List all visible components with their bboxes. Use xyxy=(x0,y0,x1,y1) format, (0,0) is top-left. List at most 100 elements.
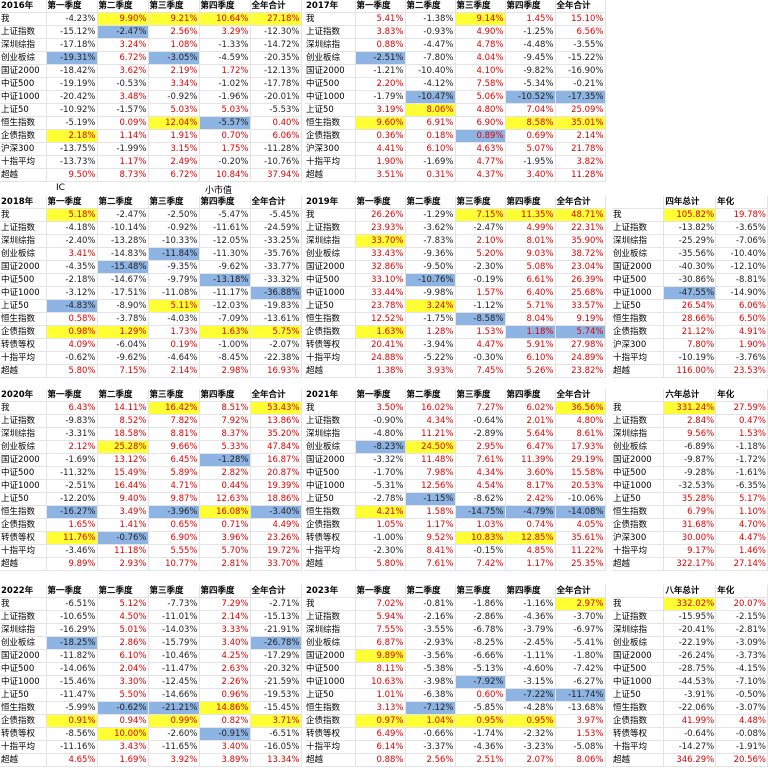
return-cell: 8.04% xyxy=(505,312,556,326)
table-row: 转债等权 11.76% -0.76% 6.90% 3.96% 23.26% xyxy=(0,531,302,545)
column-header: 全年合计 xyxy=(250,0,302,13)
return-cell: 22.31% xyxy=(555,221,606,235)
return-cell: -0.91% xyxy=(199,727,251,741)
return-cell: -13.18% xyxy=(199,273,251,287)
header-row: 2017年 第一季度 第二季度 第三季度 第四季度 全年合计 xyxy=(305,0,606,13)
return-cell: 1.57% xyxy=(455,286,506,300)
note-small-cap: 小市值 xyxy=(205,186,233,196)
return-cell: 6.40% xyxy=(505,286,556,300)
index-label: 国证2000 xyxy=(305,260,356,274)
return-cell: 4.25% xyxy=(199,649,251,663)
return-cell: -11.65% xyxy=(148,740,200,754)
return-cell: -6.38% xyxy=(405,688,456,702)
return-cell: 4.10% xyxy=(455,64,506,78)
return-cell: 5.08% xyxy=(505,260,556,274)
index-label: 十指平均 xyxy=(305,544,356,558)
return-cell: 4.90% xyxy=(455,25,506,39)
table-row: 上证指数 5.94% -2.16% -2.86% -4.36% -3.70% xyxy=(305,610,606,624)
table-row: 中证1000 10.63% -3.98% -7.92% -3.15% -6.27% xyxy=(305,675,606,689)
return-cell: -20.01% xyxy=(250,90,302,104)
return-cell: -9.98% xyxy=(405,286,456,300)
return-cell: -11.17% xyxy=(199,286,251,300)
return-cell: -10.46% xyxy=(148,649,200,663)
return-cell: 33.57% xyxy=(555,299,606,313)
return-cell: 0.88% xyxy=(355,753,406,767)
return-cell: 3.15% xyxy=(148,142,200,156)
return-cell: 3.13% xyxy=(355,701,406,715)
index-label: 深圳综指 xyxy=(612,234,665,248)
index-label: 深圳综指 xyxy=(305,38,356,52)
index-label: 我 xyxy=(0,597,47,611)
index-label: 中证500 xyxy=(305,662,356,676)
table-row: 创业板综 6.87% -2.93% -8.25% -2.45% -5.41% xyxy=(305,636,606,650)
table-row: 我 105.82% 19.78% xyxy=(612,208,768,222)
column-header: 第二季度 xyxy=(97,389,149,402)
table-row: 十指平均 -3.46% 11.18% 5.55% 5.70% 19.72% xyxy=(0,544,302,558)
index-label: 上证50 xyxy=(305,103,356,117)
return-cell: 4.85% xyxy=(505,544,556,558)
return-cell: -5.22% xyxy=(405,351,456,365)
table-row: 十指平均 -2.30% 8.41% -0.15% 4.85% 11.22% xyxy=(305,544,606,558)
return-cell: 4.54% xyxy=(455,479,506,493)
return-cell: -14.90% xyxy=(715,286,768,300)
index-label: 国证2000 xyxy=(305,649,356,663)
table-row: 超越 5.80% 7.61% 7.42% 1.17% 25.35% xyxy=(305,557,606,571)
return-cell: 1.29% xyxy=(97,325,149,339)
return-cell: -22.38% xyxy=(250,351,302,365)
return-cell: 3.40% xyxy=(505,168,556,182)
return-cell: 1.14% xyxy=(97,129,149,143)
return-cell: -4.15% xyxy=(715,662,768,676)
returns-table: 2021年 第一季度 第二季度 第三季度 第四季度 全年合计我 3.50% 16.02% 7.2… xyxy=(305,389,606,571)
return-cell: 20.53% xyxy=(555,479,606,493)
index-label: 企债指数 xyxy=(0,325,47,339)
table-row: 国证2000 -1.21% -10.40% 4.10% -9.82% -16.90% xyxy=(305,64,606,78)
return-cell: -1.86% xyxy=(455,597,506,611)
return-cell: -0.76% xyxy=(97,531,149,545)
return-cell: 35.61% xyxy=(555,531,606,545)
table-row: 十指平均 -0.62% -9.62% -4.64% -8.45% -22.38% xyxy=(0,351,302,365)
table-row: 恒生指数 6.79% 1.10% xyxy=(612,505,768,519)
return-cell: 2.98% xyxy=(199,364,251,378)
return-cell: 48.71% xyxy=(555,208,606,222)
return-cell: -3.12% xyxy=(46,286,98,300)
return-cell: -32.53% xyxy=(663,479,717,493)
return-cell: 4.09% xyxy=(46,338,98,352)
return-cell: -1.12% xyxy=(455,299,506,313)
table-row: 超越 5.80% 7.15% 2.14% 2.98% 16.93% xyxy=(0,364,302,378)
return-cell: 2.20% xyxy=(355,77,406,91)
return-cell: 3.48% xyxy=(97,90,149,104)
table-row: 中证500 -11.32% 15.49% 5.89% 2.82% 20.87% xyxy=(0,466,302,480)
table-row: 深圳综指 -3.31% 18.58% 8.81% 8.37% 35.20% xyxy=(0,427,302,441)
return-cell: 7.15% xyxy=(97,364,149,378)
return-cell: 53.43% xyxy=(250,401,302,415)
table-row: 我 -4.23% 9.90% 9.21% 10.64% 27.18% xyxy=(0,12,302,26)
return-cell: -4.36% xyxy=(455,740,506,754)
table-row: 十指平均 6.14% -3.37% -4.36% -3.23% -5.08% xyxy=(305,740,606,754)
return-cell: -7.12% xyxy=(405,701,456,715)
index-label: 超越 xyxy=(612,557,665,571)
index-label: 创业板综 xyxy=(305,51,356,65)
index-label: 上证50 xyxy=(612,688,665,702)
return-cell: -17.35% xyxy=(555,90,606,104)
return-cell: 1.17% xyxy=(505,557,556,571)
index-label: 上证指数 xyxy=(305,221,356,235)
return-cell: 13.34% xyxy=(250,753,302,767)
return-cell: 2.86% xyxy=(97,636,149,650)
table-row: 国证2000 -40.30% -12.10% xyxy=(612,260,768,274)
return-cell: 0.82% xyxy=(199,714,251,728)
return-cell: 0.91% xyxy=(46,714,98,728)
return-cell: -18.25% xyxy=(46,636,98,650)
return-cell: -3.79% xyxy=(505,623,556,637)
return-cell: 17.93% xyxy=(555,440,606,454)
return-cell: 4.99% xyxy=(505,221,556,235)
column-header: 第二季度 xyxy=(97,0,149,13)
return-cell: -20.42% xyxy=(46,90,98,104)
table-row: 十指平均 -11.16% 3.43% -11.65% 3.40% -16.05% xyxy=(0,740,302,754)
return-cell: 4.78% xyxy=(455,38,506,52)
return-cell: 5.80% xyxy=(46,364,98,378)
return-cell: -6.97% xyxy=(555,623,606,637)
return-cell: 11.18% xyxy=(97,544,149,558)
table-row: 转债等权 -1.00% 9.52% 10.83% 12.85% 35.61% xyxy=(305,531,606,545)
return-cell: 9.21% xyxy=(148,12,200,26)
return-cell: -16.90% xyxy=(555,64,606,78)
